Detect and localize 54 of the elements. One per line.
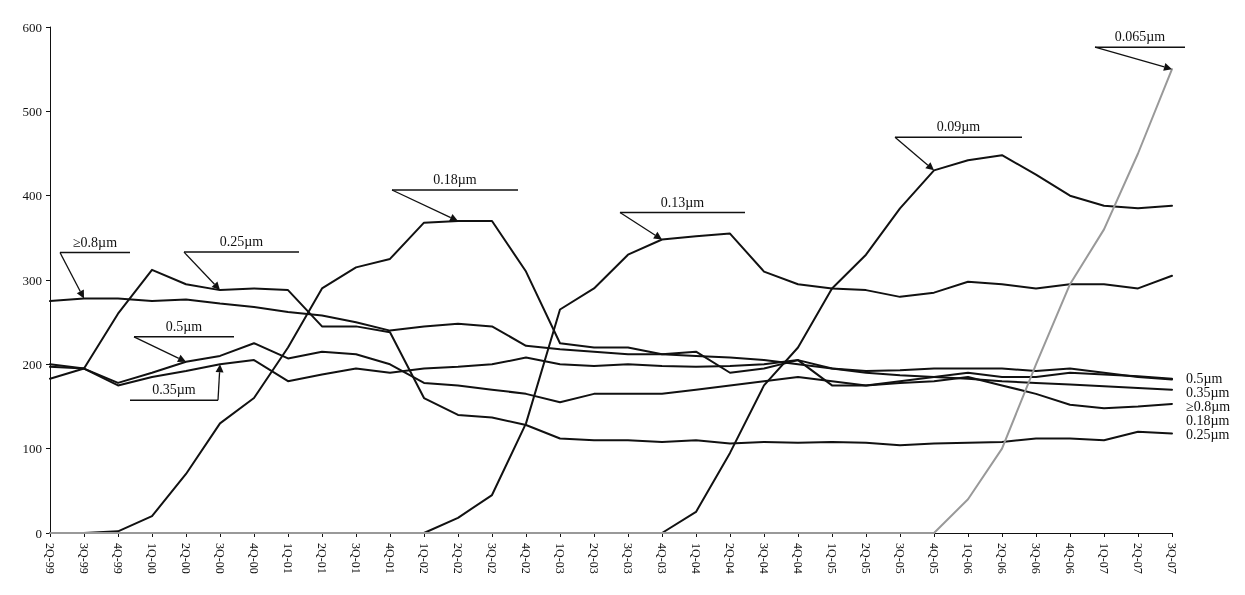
x-tick-label: 1Q-02 [417,543,431,574]
x-tick-label: 4Q-01 [383,543,397,574]
annotation: 0.13µm [660,194,705,210]
annotation: 0.5µm [165,318,203,334]
x-tick-label: 2Q-05 [859,543,873,574]
x-tick-label: 1Q-07 [1097,543,1111,574]
x-tick-label: 2Q-02 [451,543,465,574]
annotation: 0.18µm [433,171,477,187]
x-tick-label: 3Q-05 [893,543,907,574]
x-tick-label: 2Q-07 [1131,543,1145,574]
x-tick-label: 4Q-99 [111,543,125,574]
x-tick-label: 1Q-01 [281,543,295,574]
x-tick-label: 1Q-00 [145,543,159,574]
x-tick-label: 3Q-04 [757,543,771,574]
x-tick-label: 4Q-05 [927,543,941,574]
x-tick-label: 2Q-06 [995,543,1009,574]
x-tick-label: 3Q-02 [485,543,499,574]
x-tick-label: 3Q-99 [77,543,91,574]
y-tick-label: 600 [22,19,42,35]
y-tick-label: 300 [22,272,42,288]
x-tick-label: 3Q-07 [1165,543,1179,574]
x-tick-label: 3Q-03 [621,543,635,574]
annotation: 0.09µm [936,119,981,135]
x-tick-label: 4Q-06 [1063,543,1077,574]
x-tick-label: 4Q-04 [791,543,805,574]
x-tick-label: 1Q-05 [825,543,839,574]
x-tick-label: 1Q-03 [553,543,567,574]
x-tick-label: 2Q-01 [315,543,329,574]
x-tick-label: 3Q-00 [213,543,227,574]
y-tick-label: 500 [22,103,42,119]
x-tick-label: 2Q-03 [587,543,601,574]
x-tick-label: 2Q-00 [179,543,193,574]
annotation: 0.25µm [219,234,264,250]
x-tick-label: 4Q-02 [519,543,533,574]
series-label: ≥0.8µm [1186,399,1231,415]
annotation: 0.065µm [1114,29,1166,45]
y-tick-label: 100 [22,441,42,457]
y-tick-label: 200 [22,356,42,372]
series-label: 0.25µm [1186,427,1230,443]
x-tick-label: 2Q-99 [43,543,57,574]
x-tick-label: 2Q-04 [723,543,737,574]
x-tick-label: 4Q-00 [247,543,261,574]
x-tick-label: 3Q-06 [1029,543,1043,574]
annotation: 0.35µm [152,382,196,398]
annotation: ≥0.8µm [72,234,118,250]
x-tick-label: 1Q-04 [689,543,703,574]
y-tick-label: 400 [22,188,42,204]
x-tick-label: 4Q-03 [655,543,669,574]
y-tick-label: 0 [35,525,42,541]
series-label: 0.18µm [1186,413,1230,429]
x-tick-label: 3Q-01 [349,543,363,574]
series-label: 0.5µm [1186,371,1223,387]
series-label: 0.35µm [1186,385,1230,401]
x-tick-label: 1Q-06 [961,543,975,574]
